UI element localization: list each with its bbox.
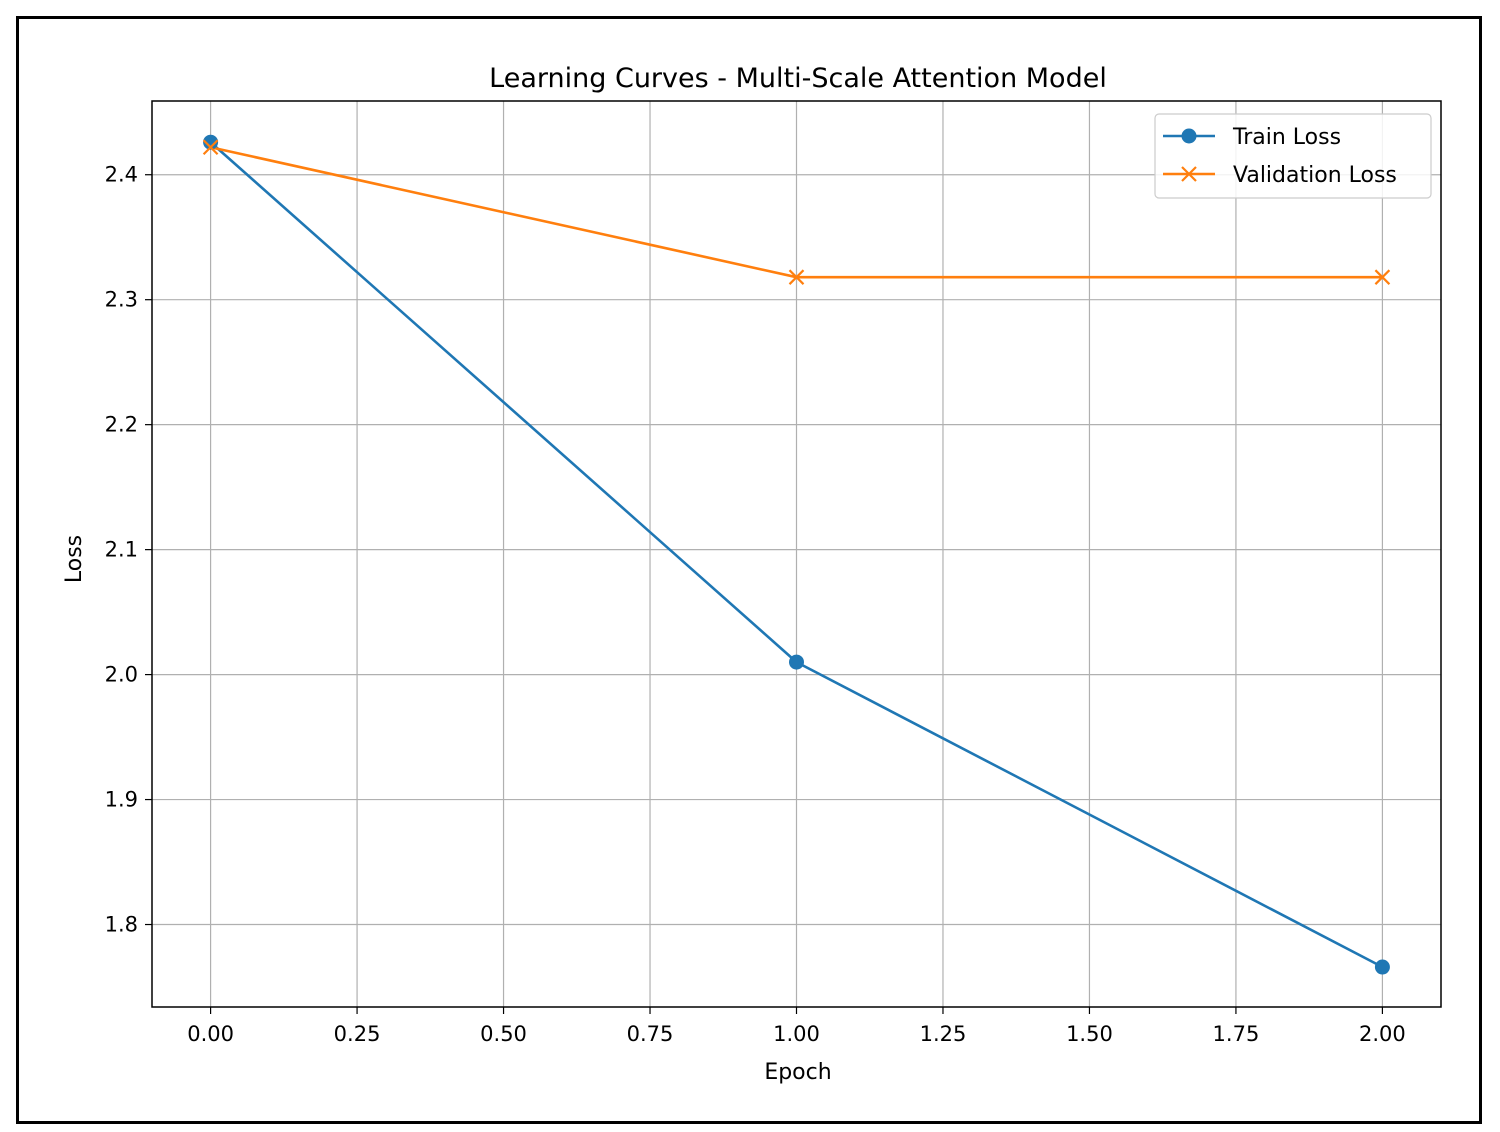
y-axis-label: Loss — [62, 535, 87, 583]
x-tick-label: 0.25 — [334, 1022, 381, 1046]
chart-title: Learning Curves - Multi-Scale Attention … — [489, 63, 1107, 94]
validation-loss-point-stroke — [788, 269, 805, 285]
axis-ticks: 0.00 0.25 0.50 0.75 1.00 1.25 1.50 1.75 2.00 1.8 1… — [105, 163, 1406, 1046]
y-tick-label: 1.8 — [105, 913, 138, 937]
validation-loss-point — [1374, 269, 1391, 285]
y-tick-label: 2.2 — [105, 413, 138, 437]
y-tick-label: 2.1 — [105, 538, 138, 562]
validation-loss-point — [788, 269, 805, 285]
line-chart: Learning Curves - Multi-Scale Attention … — [62, 63, 1442, 1085]
y-tick-label: 2.3 — [105, 288, 138, 312]
figure-frame: Learning Curves - Multi-Scale Attention … — [16, 16, 1482, 1124]
validation-loss-point-stroke — [1374, 269, 1391, 285]
x-tick-label: 1.50 — [1066, 1022, 1113, 1046]
x-axis-label: Epoch — [764, 1060, 831, 1085]
train-loss-point — [1374, 959, 1390, 975]
y-tick-label: 2.0 — [105, 663, 138, 687]
grid-lines — [152, 101, 1441, 1007]
x-tick-label: 1.00 — [773, 1022, 820, 1046]
legend: Train Loss Validation Loss — [1154, 113, 1432, 199]
validation-loss-point-stroke — [202, 139, 219, 156]
train-loss-point — [203, 134, 219, 150]
x-tick-label: 0.00 — [187, 1022, 234, 1046]
x-tick-label: 1.25 — [920, 1022, 967, 1046]
x-tick-label: 0.75 — [627, 1022, 674, 1046]
series-layer — [202, 134, 1391, 975]
legend-swatch-marker-stroke — [1181, 166, 1197, 182]
x-tick-label: 0.50 — [480, 1022, 527, 1046]
y-tick-label: 2.4 — [105, 163, 138, 187]
validation-loss-point — [202, 139, 219, 156]
legend-box — [1154, 113, 1432, 199]
legend-swatch-marker — [1181, 128, 1197, 144]
x-tick-label: 2.00 — [1359, 1022, 1406, 1046]
axes-frame — [151, 100, 1442, 1008]
y-tick-label: 1.9 — [105, 788, 138, 812]
legend-swatch-marker — [1181, 166, 1197, 182]
train-loss-point — [789, 654, 804, 670]
legend-label: Validation Loss — [1233, 163, 1397, 188]
x-tick-label: 1.75 — [1213, 1022, 1260, 1046]
legend-label: Train Loss — [1232, 125, 1341, 150]
